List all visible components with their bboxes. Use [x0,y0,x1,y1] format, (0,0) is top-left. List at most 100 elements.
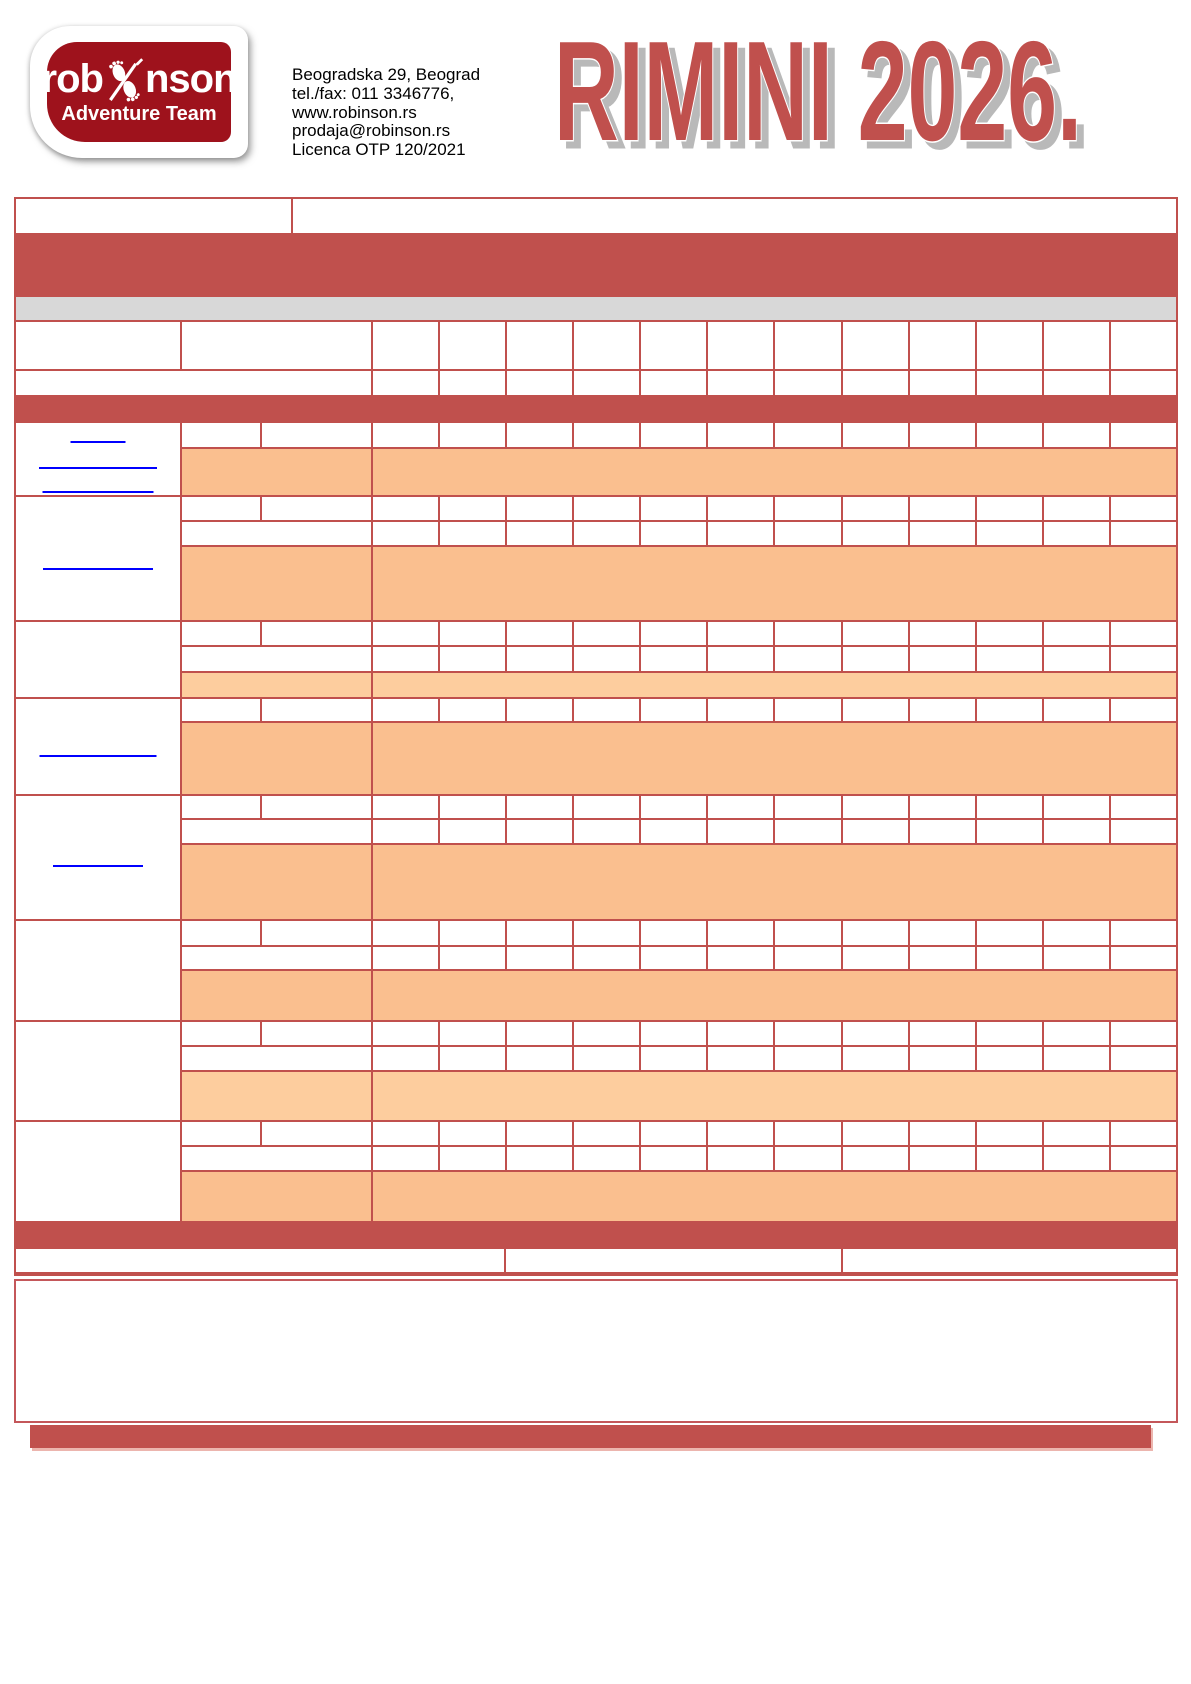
logo-wordmark: rob nson [41,57,237,102]
table-row [182,1072,1176,1120]
price-cell [641,947,707,969]
price-cell [373,820,439,843]
logo-subtitle: Adventure Team [61,103,217,125]
hotel-link[interactable] [39,467,157,469]
price-cell [507,322,573,369]
price-cell [440,647,506,671]
hotel-link[interactable] [43,568,153,570]
table-row [182,699,1176,721]
table-row [182,796,1176,818]
price-cell [440,1047,506,1070]
price-cell [574,820,640,843]
price-cell [976,1147,1042,1170]
price-cell [507,1147,573,1170]
price-cell [1110,1047,1176,1070]
hotel-link[interactable] [42,491,154,493]
price-cell [440,820,506,843]
price-cell [641,1022,707,1045]
price-cell [641,647,707,671]
notes-box [14,1279,1178,1423]
price-cell [909,371,975,395]
service-cell [182,1047,371,1070]
logo-text-left: rob [41,57,104,101]
hotel-name-cell [16,622,180,697]
price-cell [1043,921,1109,945]
price-cell [708,1122,774,1145]
price-cell [1043,820,1109,843]
price-cell [909,1047,975,1070]
price-cell [373,522,439,545]
price-cell [909,947,975,969]
service-cell [182,497,260,520]
service-cell [262,699,371,721]
price-cell [574,371,640,395]
table-cell [16,371,371,395]
logo: rob nson [30,26,248,158]
price-cell [708,322,774,369]
price-cell [708,423,774,447]
price-cell [842,1122,908,1145]
hotel-name-cell [16,1022,180,1120]
price-cell [1110,322,1176,369]
contact-line-phone: tel./fax: 011 3346776, [292,83,455,103]
price-cell [708,699,774,721]
price-cell [1110,497,1176,520]
footprints-icon [109,58,144,102]
price-cell [507,947,573,969]
price-cell [842,921,908,945]
hotel-rows [182,699,1176,794]
table-row [182,449,1176,495]
hotel-link[interactable] [39,755,157,757]
price-cell [507,1022,573,1045]
price-cell [708,820,774,843]
price-cell [1043,371,1109,395]
hotel-name-cell [16,423,180,495]
price-cell [1110,1122,1176,1145]
price-cell [909,1022,975,1045]
table-row [182,673,1176,697]
price-cell [842,497,908,520]
price-cell [842,796,908,818]
price-cell [1110,1147,1176,1170]
service-cell [182,423,260,447]
red-band [16,1223,1176,1247]
hotel-link[interactable] [70,441,126,443]
price-cell [373,322,439,369]
service-cell [262,1022,371,1045]
service-cell [262,497,371,520]
table-row [182,423,1176,447]
price-cell [574,1147,640,1170]
service-cell [262,796,371,818]
price-cell [775,699,841,721]
price-cell [909,921,975,945]
hotel-block-6 [16,921,1176,1020]
logo-badge: rob nson [42,42,237,142]
table-cell [293,199,1176,233]
price-cell [507,423,573,447]
hotel-rows [182,497,1176,620]
hotel-link[interactable] [53,865,143,867]
hotel-rows [182,921,1176,1020]
price-cell [1110,423,1176,447]
price-cell [842,947,908,969]
price-cell [708,497,774,520]
price-cell [1043,796,1109,818]
price-cell [574,947,640,969]
note-cell-left [182,673,371,697]
service-cell [262,622,371,645]
note-cell [373,547,1176,620]
price-cell [440,497,506,520]
price-cell [1043,1022,1109,1045]
price-cell [507,647,573,671]
note-cell-left [182,845,371,919]
price-cell [909,522,975,545]
table-cell [16,1249,504,1272]
hotel-block-2 [16,497,1176,620]
price-cell [1110,796,1176,818]
price-cell [775,1022,841,1045]
price-cell [373,647,439,671]
price-cell [775,497,841,520]
hotel-block-8 [16,1122,1176,1221]
hotel-block-4 [16,699,1176,794]
price-cell [1110,699,1176,721]
